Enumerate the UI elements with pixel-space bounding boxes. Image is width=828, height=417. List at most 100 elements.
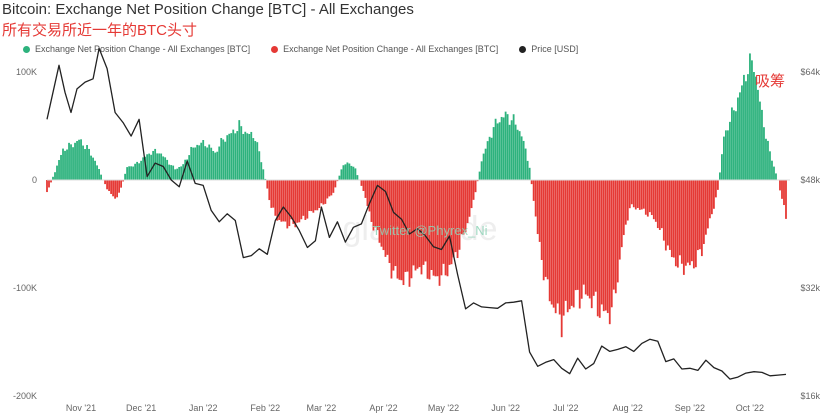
bar — [282, 180, 285, 222]
legend-label: Exchange Net Position Change - All Excha… — [283, 44, 499, 54]
bar — [388, 180, 391, 263]
bar — [200, 142, 203, 180]
bar — [745, 81, 747, 180]
bar — [725, 130, 727, 180]
bar — [122, 180, 124, 182]
bar — [110, 180, 112, 194]
bar — [160, 153, 163, 180]
bar — [566, 180, 569, 313]
bar — [50, 180, 52, 183]
bar — [232, 129, 235, 180]
bar — [682, 180, 685, 275]
bar — [428, 180, 431, 280]
bar — [204, 146, 207, 180]
bar — [432, 180, 435, 276]
bar — [416, 180, 419, 269]
bar — [368, 180, 371, 212]
x-axis: Nov '21 Dec '21 Jan '22 Feb '22 Mar '22 Apr '… — [66, 403, 764, 413]
bar — [334, 180, 337, 188]
bar — [302, 180, 305, 216]
bar — [532, 180, 535, 201]
bar — [58, 160, 60, 180]
bar — [468, 180, 471, 217]
bar — [252, 138, 255, 180]
bar — [54, 172, 56, 180]
bar — [646, 180, 649, 217]
bar — [412, 180, 415, 266]
bar — [386, 180, 389, 255]
bar — [84, 149, 86, 180]
bar — [98, 169, 100, 180]
bar — [134, 163, 137, 180]
bar — [244, 131, 247, 180]
bar — [546, 180, 549, 280]
bar — [324, 180, 327, 204]
bar — [208, 144, 211, 180]
bar — [526, 160, 529, 180]
bar — [446, 180, 449, 277]
bar — [674, 180, 677, 267]
bar — [486, 141, 489, 180]
bar — [648, 180, 651, 213]
bar — [398, 180, 401, 280]
bar — [775, 173, 777, 180]
bar — [222, 139, 225, 180]
bar — [544, 180, 547, 277]
bar — [292, 180, 295, 224]
bar — [488, 136, 491, 180]
bar — [618, 180, 621, 260]
bar — [588, 180, 591, 299]
bar — [178, 167, 181, 180]
bar — [218, 146, 221, 180]
bar — [68, 142, 70, 180]
bar — [476, 180, 479, 182]
bar — [650, 180, 653, 216]
bar — [348, 163, 351, 180]
bar — [606, 180, 609, 314]
bar — [230, 133, 233, 180]
x-tick-label: Nov '21 — [66, 403, 96, 413]
bar — [320, 180, 323, 204]
bar — [112, 180, 114, 197]
bar — [88, 148, 90, 180]
bar — [414, 180, 417, 271]
bar — [506, 114, 509, 180]
bar — [630, 180, 633, 205]
bar — [380, 180, 383, 247]
bar — [258, 151, 261, 180]
bar — [518, 131, 521, 180]
bar — [694, 180, 697, 268]
bar — [240, 126, 243, 180]
bar — [362, 180, 365, 191]
legend-item-price[interactable]: Price [USD] — [519, 44, 578, 54]
bar — [749, 53, 751, 180]
bar — [624, 180, 627, 225]
bar — [336, 180, 339, 182]
bar — [628, 180, 631, 209]
chart-title: Bitcoin: Exchange Net Position Change [B… — [2, 1, 414, 18]
bar — [156, 153, 159, 180]
bar — [430, 180, 433, 270]
x-tick-label: Apr '22 — [369, 403, 397, 413]
bar — [236, 131, 239, 180]
bar — [542, 180, 545, 281]
bar — [80, 139, 82, 180]
bar — [168, 164, 171, 180]
bar — [540, 180, 543, 260]
bar — [76, 141, 78, 180]
bar — [530, 180, 533, 185]
bar — [652, 180, 655, 220]
bar — [783, 180, 785, 206]
legend-item-inflow[interactable]: Exchange Net Position Change - All Excha… — [23, 44, 250, 54]
bar — [436, 180, 439, 277]
bar — [310, 180, 313, 212]
bar — [402, 180, 405, 286]
bar — [276, 180, 279, 221]
bar — [332, 180, 335, 193]
bar — [751, 60, 753, 180]
bar — [755, 76, 757, 180]
legend-item-outflow[interactable]: Exchange Net Position Change - All Excha… — [271, 44, 498, 54]
bar — [668, 180, 671, 250]
legend-dot-icon — [519, 45, 527, 53]
bar — [516, 129, 519, 180]
